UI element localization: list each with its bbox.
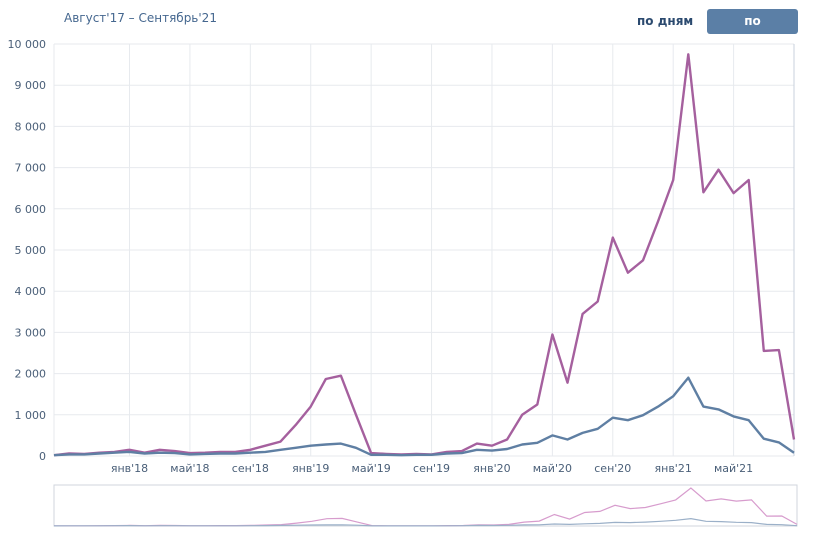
x-tick-label: май'20 [533, 462, 572, 475]
y-tick-label: 5 000 [15, 244, 47, 257]
series-line-blue [53, 376, 795, 457]
y-tick-label: 7 000 [15, 162, 47, 175]
series-lines [53, 53, 796, 457]
series-line-purple [53, 53, 796, 457]
y-tick-label: 3 000 [15, 326, 47, 339]
by-months-button[interactable]: по месяцам [707, 9, 798, 53]
navigator-frame[interactable] [53, 484, 798, 527]
x-tick-label: сен'19 [413, 462, 450, 475]
y-tick-label: 9 000 [15, 79, 47, 92]
by-days-button[interactable]: по дням [637, 14, 694, 28]
x-tick-label: май'19 [352, 462, 391, 475]
x-tick-label: сен'18 [232, 462, 269, 475]
x-tick-label: янв'21 [655, 462, 692, 475]
y-tick-label: 1 000 [15, 409, 47, 422]
x-tick-label: янв'20 [473, 462, 510, 475]
y-tick-label: 2 000 [15, 368, 47, 381]
y-tick-label: 0 [39, 450, 46, 463]
y-tick-label: 6 000 [15, 203, 47, 216]
x-tick-label: янв'19 [292, 462, 329, 475]
range-navigator[interactable] [53, 484, 798, 527]
y-axis-ticks: 0 1 000 2 000 3 000 4 000 5 000 6 000 7 000 8 00… [8, 38, 47, 463]
x-tick-label: май'18 [170, 462, 209, 475]
x-tick-label: май'21 [714, 462, 753, 475]
x-tick-label: янв'18 [111, 462, 148, 475]
y-tick-label: 8 000 [15, 120, 47, 133]
y-tick-label: 10 000 [8, 38, 47, 51]
y-tick-label: 4 000 [15, 285, 47, 298]
x-axis-ticks: янв'18 май'18 сен'18 янв'19 май'19 сен'19 янв'… [111, 462, 753, 475]
navigator-line-blue [53, 517, 798, 527]
x-tick-label: сен'20 [594, 462, 631, 475]
date-range-label: Август'17 – Сентябрь'21 [64, 11, 217, 25]
